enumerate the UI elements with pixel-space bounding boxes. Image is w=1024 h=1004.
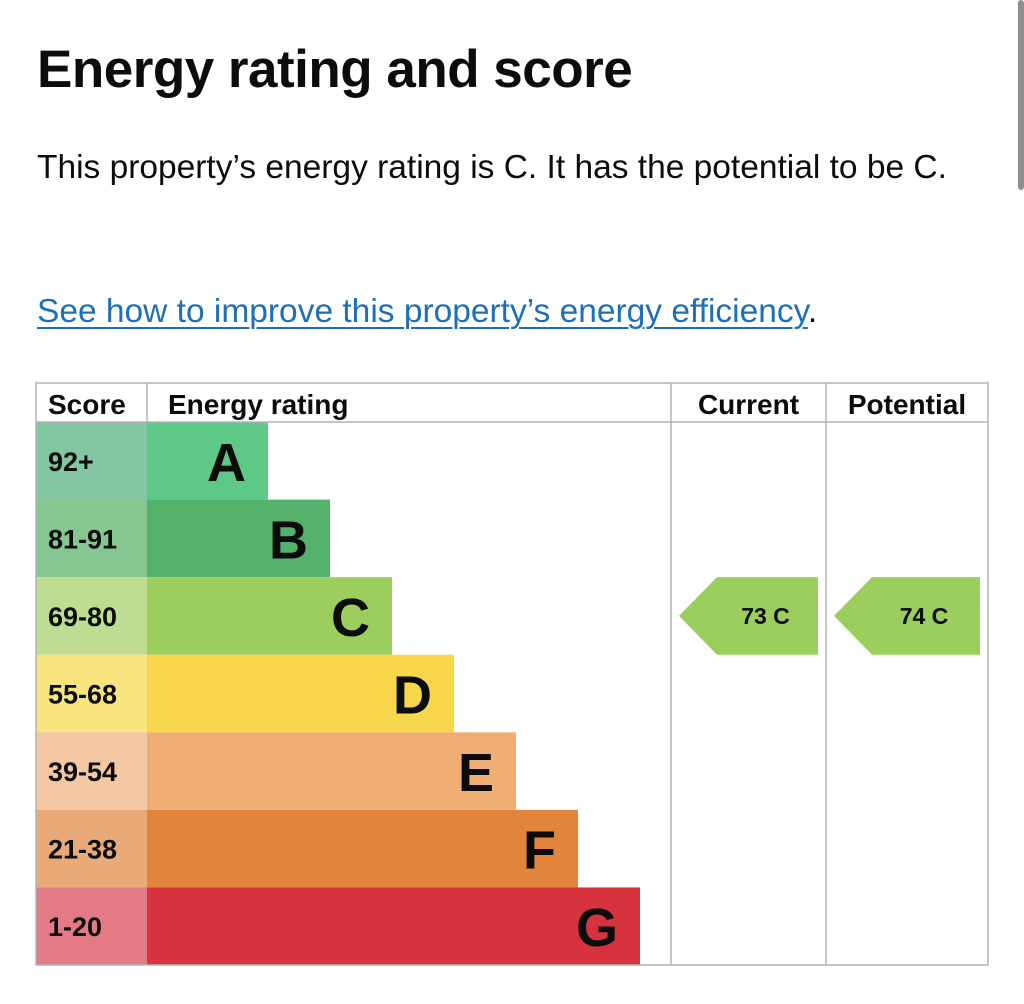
- rating-letter-d: D: [393, 666, 432, 726]
- improve-link-period: .: [807, 293, 818, 330]
- rating-bar-f: [147, 809, 578, 888]
- score-range-a: 92+: [48, 447, 94, 477]
- score-cell-f: [36, 809, 147, 888]
- scrollbar[interactable]: [1018, 0, 1024, 190]
- header-energy-rating: Energy rating: [168, 389, 348, 420]
- current-rating-arrow: [679, 577, 818, 655]
- rating-letter-c: C: [331, 588, 370, 648]
- rating-letter-e: E: [458, 743, 494, 803]
- potential-rating-arrow: [834, 577, 980, 655]
- improve-paragraph: See how to improve this property’s energ…: [37, 288, 817, 335]
- score-cell-b: [36, 499, 147, 578]
- score-range-e: 39-54: [48, 757, 117, 787]
- improve-efficiency-link[interactable]: See how to improve this property’s energ…: [37, 293, 808, 330]
- header-current: Current: [698, 389, 799, 420]
- rating-bar-c: [147, 577, 392, 655]
- score-range-g: 1-20: [48, 912, 102, 942]
- score-cell-a: [36, 422, 147, 500]
- score-cell-c: [36, 577, 147, 655]
- header-potential: Potential: [848, 389, 966, 420]
- rating-bar-a: [147, 422, 268, 500]
- rating-bar-e: [147, 732, 516, 810]
- score-range-c: 69-80: [48, 602, 117, 632]
- rating-letter-b: B: [269, 510, 308, 570]
- rating-bar-b: [147, 499, 330, 578]
- score-cell-e: [36, 732, 147, 810]
- current-rating-label: 73 C: [741, 603, 790, 629]
- rating-letter-f: F: [523, 821, 556, 881]
- rating-bar-g: [147, 887, 640, 965]
- page-title: Energy rating and score: [37, 40, 633, 99]
- table-border: [35, 382, 989, 966]
- header-score: Score: [48, 389, 126, 420]
- rating-bar-d: [147, 654, 454, 733]
- score-range-f: 21-38: [48, 835, 117, 865]
- score-range-b: 81-91: [48, 524, 117, 554]
- rating-letter-a: A: [207, 433, 246, 493]
- potential-rating-label: 74 C: [900, 603, 949, 629]
- rating-summary: This property’s energy rating is C. It h…: [37, 149, 947, 186]
- score-range-d: 55-68: [48, 680, 117, 710]
- rating-letter-g: G: [576, 898, 618, 958]
- score-cell-g: [36, 887, 147, 965]
- score-cell-d: [36, 654, 147, 733]
